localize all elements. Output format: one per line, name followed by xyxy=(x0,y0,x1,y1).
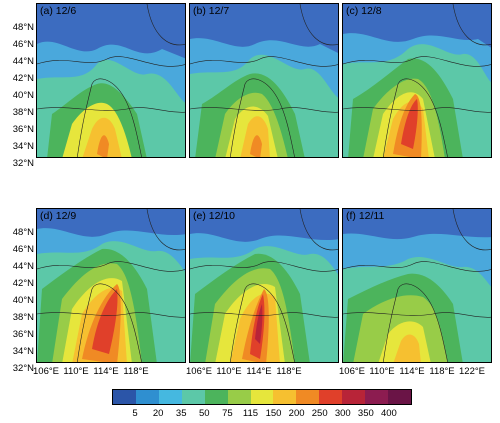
x-tick-label: 106°E xyxy=(33,366,59,377)
colorbar-segment xyxy=(342,390,366,404)
y-tick-label: 46°N xyxy=(12,39,34,50)
y-tick-label: 40°N xyxy=(12,295,34,306)
panel-label: (e) 12/10 xyxy=(193,210,236,222)
colorbar-tick-label: 35 xyxy=(175,408,187,419)
concentration-map xyxy=(190,209,338,362)
colorbar-tick-label: 75 xyxy=(222,408,233,419)
panel-label: (c) 12/8 xyxy=(346,5,382,17)
colorbar-tick-label: 150 xyxy=(265,408,282,419)
y-tick-label: 34°N xyxy=(12,141,34,152)
concentration-map xyxy=(343,4,491,157)
map-panel-f: (f) 12/11 xyxy=(342,208,492,363)
x-tick-label: 114°E xyxy=(399,366,425,377)
x-tick-label: 106°E xyxy=(186,366,212,377)
y-tick-label: 42°N xyxy=(12,73,34,84)
concentration-map xyxy=(37,4,185,157)
colorbar-tick-label: 115 xyxy=(242,408,259,419)
panel-label: (a) 12/6 xyxy=(40,5,77,17)
colorbar-segment xyxy=(135,390,159,404)
x-tick-label: 118°E xyxy=(276,366,302,377)
colorbar-segment xyxy=(319,390,343,404)
map-panel-a: (a) 12/6 xyxy=(36,3,186,158)
x-tick-label: 110°E xyxy=(216,366,242,377)
colorbar-segment xyxy=(181,390,205,404)
colorbar-tick-label: 50 xyxy=(199,408,210,419)
colorbar xyxy=(112,389,412,405)
y-tick-label: 38°N xyxy=(12,107,34,118)
colorbar-tick-label: 5 xyxy=(132,408,138,419)
x-tick-label: 110°E xyxy=(369,366,395,377)
y-tick-label: 32°N xyxy=(12,158,34,169)
map-panel-c: (c) 12/8 xyxy=(342,3,492,158)
colorbar-segment xyxy=(158,390,182,404)
y-tick-label: 36°N xyxy=(12,124,34,135)
colorbar-segment xyxy=(113,390,136,404)
colorbar-tick-label: 400 xyxy=(380,408,397,419)
x-tick-label: 114°E xyxy=(93,366,119,377)
y-tick-label: 48°N xyxy=(12,22,34,33)
y-tick-label: 32°N xyxy=(12,363,34,374)
map-panel-b: (b) 12/7 xyxy=(189,3,339,158)
map-panel-d: (d) 12/9 xyxy=(36,208,186,363)
colorbar-tick-label: 300 xyxy=(334,408,351,419)
x-tick-label: 118°E xyxy=(123,366,149,377)
panel-label: (d) 12/9 xyxy=(40,210,77,222)
y-tick-label: 44°N xyxy=(12,56,34,67)
colorbar-segment xyxy=(365,390,389,404)
panel-label: (f) 12/11 xyxy=(346,210,385,222)
colorbar-segment xyxy=(388,390,411,404)
y-tick-label: 44°N xyxy=(12,261,34,272)
x-tick-label: 122°E xyxy=(459,366,485,377)
x-tick-label: 110°E xyxy=(63,366,89,377)
colorbar-tick-label: 20 xyxy=(152,408,164,419)
x-tick-label: 114°E xyxy=(246,366,272,377)
y-tick-label: 42°N xyxy=(12,278,34,289)
colorbar-segment xyxy=(296,390,320,404)
map-panel-e: (e) 12/10 xyxy=(189,208,339,363)
concentration-map xyxy=(343,209,491,362)
y-tick-label: 48°N xyxy=(12,227,34,238)
y-tick-label: 40°N xyxy=(12,90,34,101)
x-tick-label: 118°E xyxy=(429,366,455,377)
colorbar-segment xyxy=(204,390,228,404)
y-tick-label: 36°N xyxy=(12,329,34,340)
colorbar-segment xyxy=(250,390,274,404)
concentration-map xyxy=(190,4,338,157)
colorbar-tick-label: 250 xyxy=(311,408,328,419)
colorbar-tick-label: 200 xyxy=(288,408,305,419)
y-tick-label: 34°N xyxy=(12,346,34,357)
y-tick-label: 38°N xyxy=(12,312,34,323)
y-tick-label: 46°N xyxy=(12,244,34,255)
colorbar-tick-label: 350 xyxy=(357,408,374,419)
concentration-map xyxy=(37,209,185,362)
colorbar-segment xyxy=(273,390,297,404)
x-tick-label: 106°E xyxy=(339,366,365,377)
colorbar-segment xyxy=(227,390,251,404)
panel-label: (b) 12/7 xyxy=(193,5,230,17)
